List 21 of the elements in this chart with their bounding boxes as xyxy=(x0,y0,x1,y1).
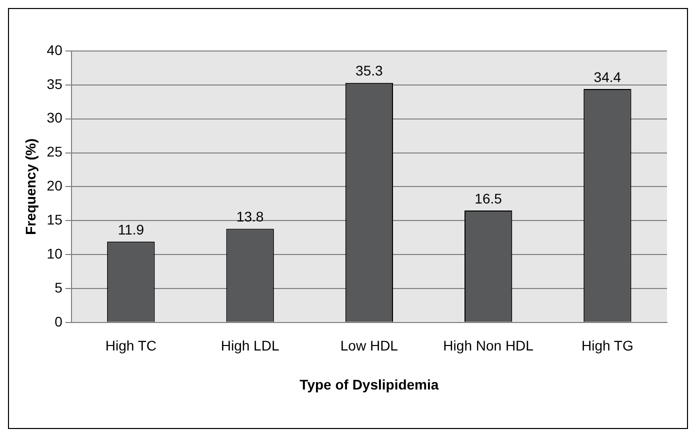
x-tick-label: High LDL xyxy=(220,338,280,354)
y-tick-label: 0 xyxy=(54,313,63,330)
y-tick-label: 40 xyxy=(46,42,63,58)
x-tick-label: High Non HDL xyxy=(443,338,534,354)
x-tick-label: High TC xyxy=(105,338,156,354)
data-label: 11.9 xyxy=(118,222,144,238)
x-axis-title: Type of Dyslipidemia xyxy=(300,376,439,392)
x-tick-label: Low HDL xyxy=(340,338,398,354)
y-tick-label: 30 xyxy=(46,110,63,126)
y-tick-label: 35 xyxy=(46,76,63,92)
y-tick-label: 20 xyxy=(46,178,63,194)
y-tick-label: 25 xyxy=(46,144,63,160)
y-axis-title: Frequency (%) xyxy=(22,138,38,235)
y-tick-label: 15 xyxy=(46,211,63,228)
x-tick-label: High TG xyxy=(582,338,634,354)
data-label: 34.4 xyxy=(594,68,622,85)
y-tick-label: 5 xyxy=(54,279,63,296)
data-label: 13.8 xyxy=(236,208,264,225)
y-tick-label: 10 xyxy=(46,245,63,262)
data-label: 16.5 xyxy=(474,190,502,206)
data-label: 35.3 xyxy=(356,62,384,79)
